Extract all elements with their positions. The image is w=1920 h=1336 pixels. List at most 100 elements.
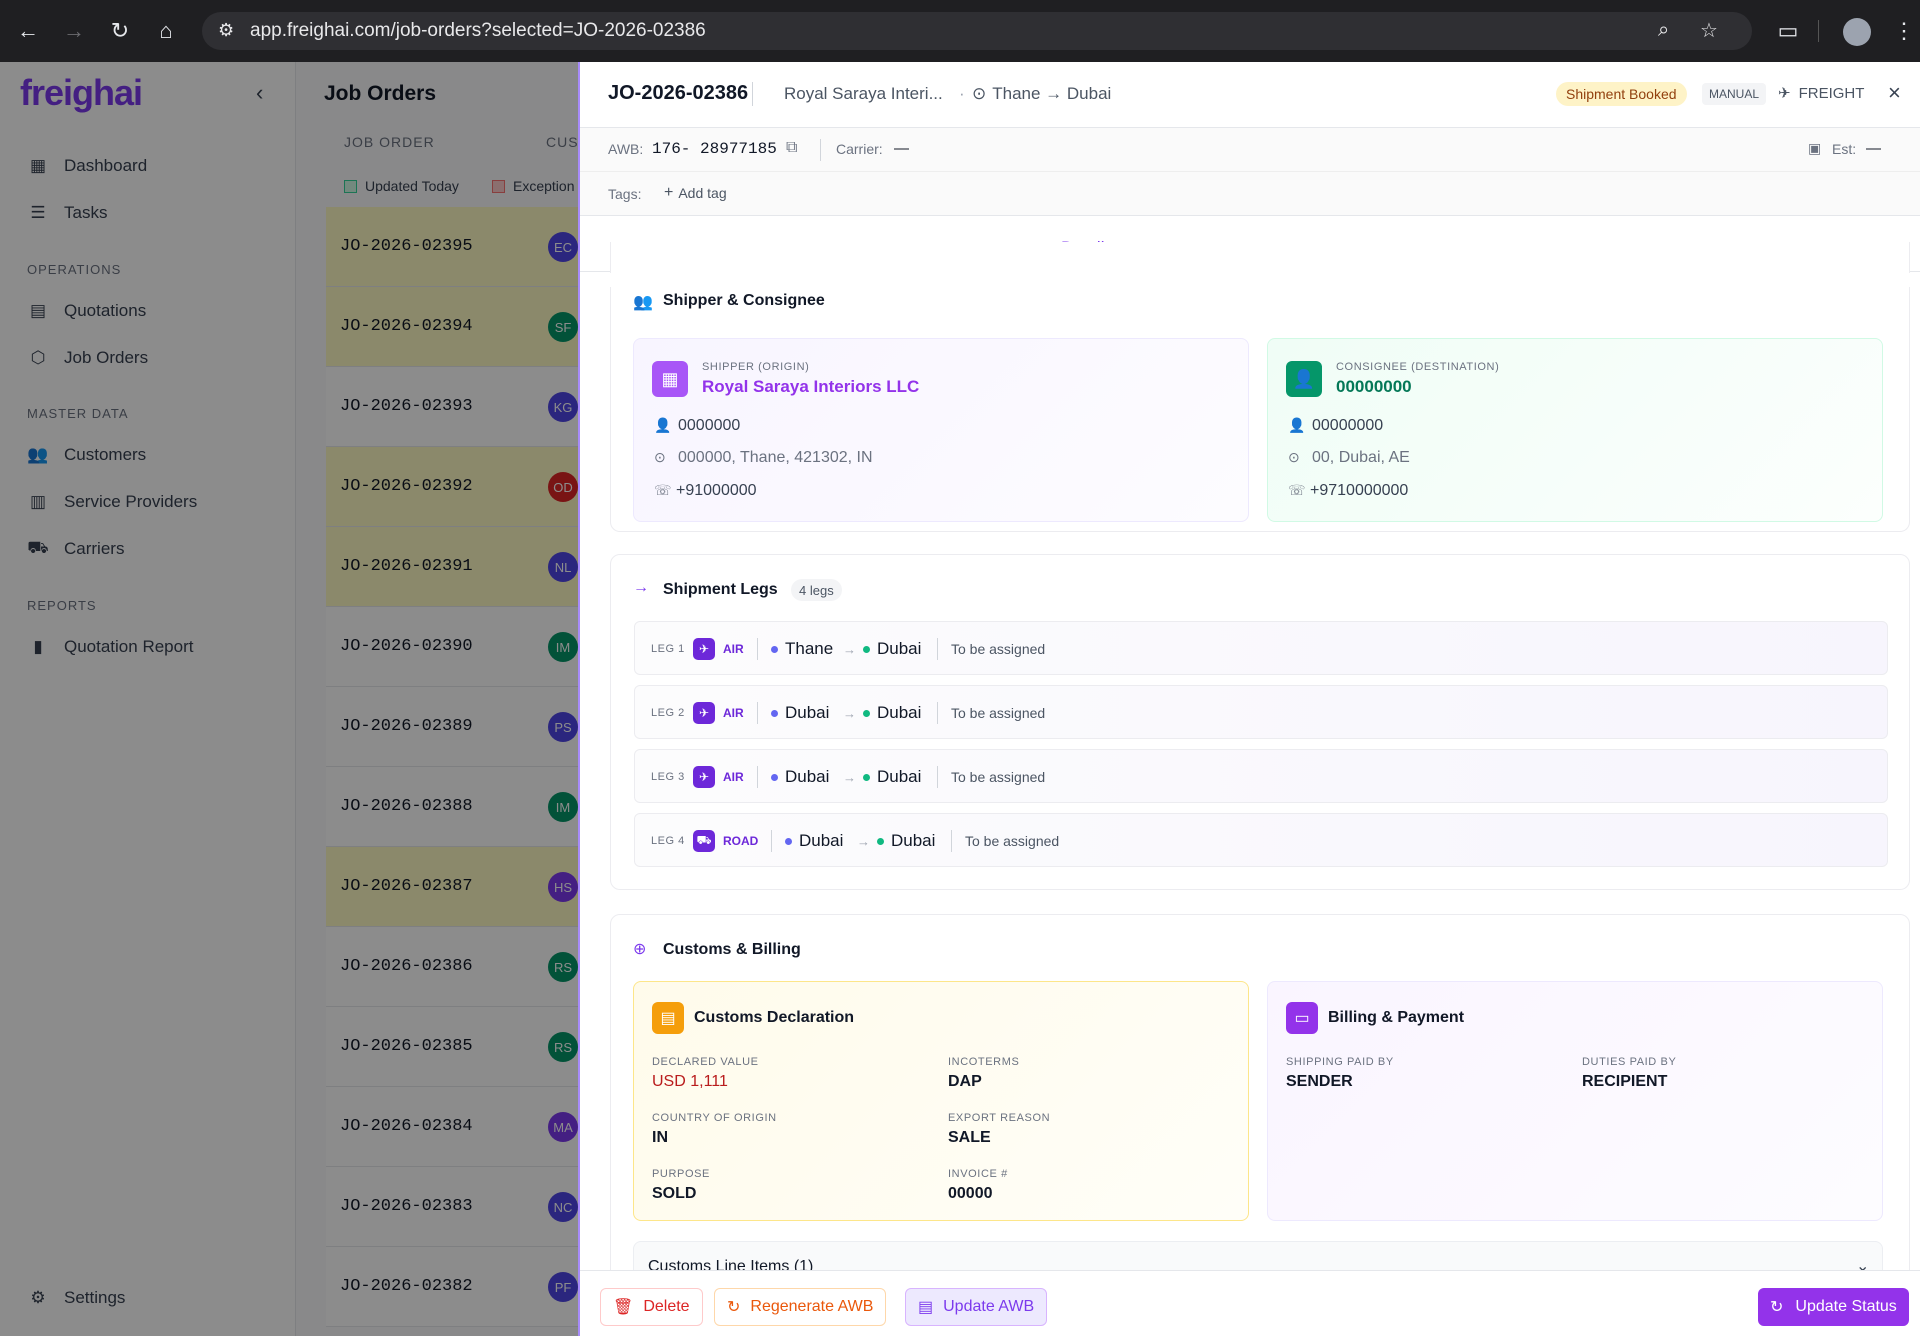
consignee-name[interactable]: 00000000 [1336,377,1412,396]
nav-customers[interactable]: 👥 Customers [26,435,146,475]
table-row[interactable]: JO-2026-02389 [326,687,586,767]
button-label: Update Status [1795,1298,1897,1315]
table-row[interactable]: JO-2026-02387 [326,847,586,927]
reload-icon[interactable]: ↻ [110,18,130,43]
calendar-icon: ▣ [1808,140,1822,156]
copy-icon[interactable]: ⧉ [786,139,798,156]
regenerate-awb-button[interactable]: ↻ Regenerate AWB [714,1288,887,1326]
leg-row[interactable]: LEG 1 ✈ AIR Thane → Dubai To be assigned [634,621,1888,675]
incoterms-label: INCOTERMS [948,1056,1020,1068]
customer-avatar: RS [548,952,578,982]
leg-origin: Dubai [785,703,830,722]
modal-backdrop[interactable] [0,62,578,1336]
nav-settings[interactable]: ⚙ Settings [26,1278,125,1318]
job-order-id: JO-2026-02384 [340,1117,473,1136]
separator: · [959,84,965,103]
leg-mode: ROAD [723,834,759,848]
table-row[interactable]: JO-2026-02390 [326,607,586,687]
divider [752,82,753,106]
destination-dot [863,645,870,653]
bookmark-star-icon[interactable]: ☆ [1700,20,1718,42]
update-status-button[interactable]: ↻ Update Status [1758,1288,1909,1326]
add-tag-button[interactable]: + Add tag [664,184,727,202]
customer-avatar: KG [548,392,578,422]
leg-row[interactable]: LEG 4 ⛟ ROAD Dubai → Dubai To be assigned [634,813,1888,867]
shipper-box: ▦ SHIPPER (ORIGIN) Royal Saraya Interior… [633,338,1249,522]
phone-icon: ☏ [1288,482,1306,498]
legend-label: Exception [513,178,575,194]
menu-kebab-icon[interactable]: ⋮ [1893,18,1915,43]
building-icon: ▥ [29,492,47,511]
job-order-id: JO-2026-02394 [340,317,473,336]
profile-avatar[interactable] [1843,18,1871,46]
nav-service-providers[interactable]: ▥ Service Providers [26,482,197,522]
table-row[interactable]: JO-2026-02395 [326,207,586,287]
forward-icon[interactable]: → [63,18,85,43]
column-header-job-order[interactable]: JOB ORDER [344,134,435,150]
table-row[interactable]: JO-2026-02384 [326,1087,586,1167]
origin-dot [771,709,778,717]
table-row[interactable]: JO-2026-02393 [326,367,586,447]
table-row[interactable]: JO-2026-02394 [326,287,586,367]
collapse-sidebar-icon[interactable]: ‹ [256,80,264,105]
leg-row[interactable]: LEG 2 ✈ AIR Dubai → Dubai To be assigned [634,685,1888,739]
table-row[interactable]: JO-2026-02385 [326,1007,586,1087]
nav-quotations[interactable]: ▤ Quotations [26,291,146,331]
job-orders-list: Job Orders JOB ORDER CUS Updated Today E… [296,62,586,1336]
leg-number: LEG 1 [651,643,685,655]
zoom-icon[interactable]: ⌕ [1658,19,1670,41]
document-edit-icon: ▤ [918,1299,934,1316]
customer-name[interactable]: Royal Saraya Interi... [784,84,943,103]
delete-button[interactable]: 🗑 Delete [600,1288,703,1326]
customer-avatar: HS [548,872,578,902]
table-row[interactable]: JO-2026-02391 [326,527,586,607]
leg-number: LEG 4 [651,835,685,847]
bar-chart-icon: ▮ [33,637,43,656]
legend-updated-today: Updated Today [344,178,459,194]
screen-search-icon[interactable]: ▭ [1777,18,1799,43]
home-icon[interactable]: ⌂ [159,18,173,43]
table-row[interactable]: JO-2026-02386 [326,927,586,1007]
est-label: Est: [1832,141,1857,157]
close-icon[interactable]: × [1888,80,1901,105]
customer-avatar: IM [548,792,578,822]
incoterms: DAP [948,1073,982,1090]
table-row[interactable]: JO-2026-02382 [326,1247,586,1327]
carrier-value: — [894,140,909,157]
job-order-id: JO-2026-02382 [340,1277,473,1296]
column-header-customer[interactable]: CUS [546,134,579,150]
address-bar[interactable]: ⚙ app.freighai.com/job-orders?selected=J… [202,12,1752,50]
nav-tasks[interactable]: ☰ Tasks [26,193,107,233]
table-row[interactable]: JO-2026-02383 [326,1167,586,1247]
nav-job-orders[interactable]: ⬡ Job Orders [26,338,149,378]
plane-icon: ✈ [693,702,715,724]
declared-value-label: DECLARED VALUE [652,1056,759,1068]
plane-icon: ✈ [1778,85,1791,102]
nav-carriers[interactable]: ⛟ Carriers [26,529,124,569]
customer-avatar: IM [548,632,578,662]
job-order-id: JO-2026-02386 [608,82,749,104]
job-order-id: JO-2026-02392 [340,477,473,496]
package-icon: ⬡ [30,348,46,367]
consignee-address: 00, Dubai, AE [1312,449,1410,466]
table-row[interactable]: JO-2026-02388 [326,767,586,847]
nav-quotation-report[interactable]: ▮ Quotation Report [26,627,193,667]
users-icon: 👥 [633,294,653,311]
leg-row[interactable]: LEG 3 ✈ AIR Dubai → Dubai To be assigned [634,749,1888,803]
document-icon: ▤ [29,301,47,320]
site-settings-icon[interactable]: ⚙ [218,20,235,40]
trash-icon: 🗑 [613,1299,634,1316]
update-awb-button[interactable]: ▤ Update AWB [905,1288,1048,1326]
leg-origin: Dubai [785,767,830,786]
nav-dashboard[interactable]: ▦ Dashboard [26,146,147,186]
customer-avatar: RS [548,1032,578,1062]
back-icon[interactable]: ← [17,18,39,43]
est-value: — [1866,140,1881,157]
declared-value: USD 1,111 [652,1073,728,1090]
job-order-id: JO-2026-02387 [340,877,473,896]
table-row[interactable]: JO-2026-02392 [326,447,586,527]
arrow-right-icon: → [843,705,856,721]
arrow-right-icon: → [843,769,856,785]
awb-number: 176- 28977185 [652,140,777,158]
shipper-name[interactable]: Royal Saraya Interiors LLC [702,377,920,396]
